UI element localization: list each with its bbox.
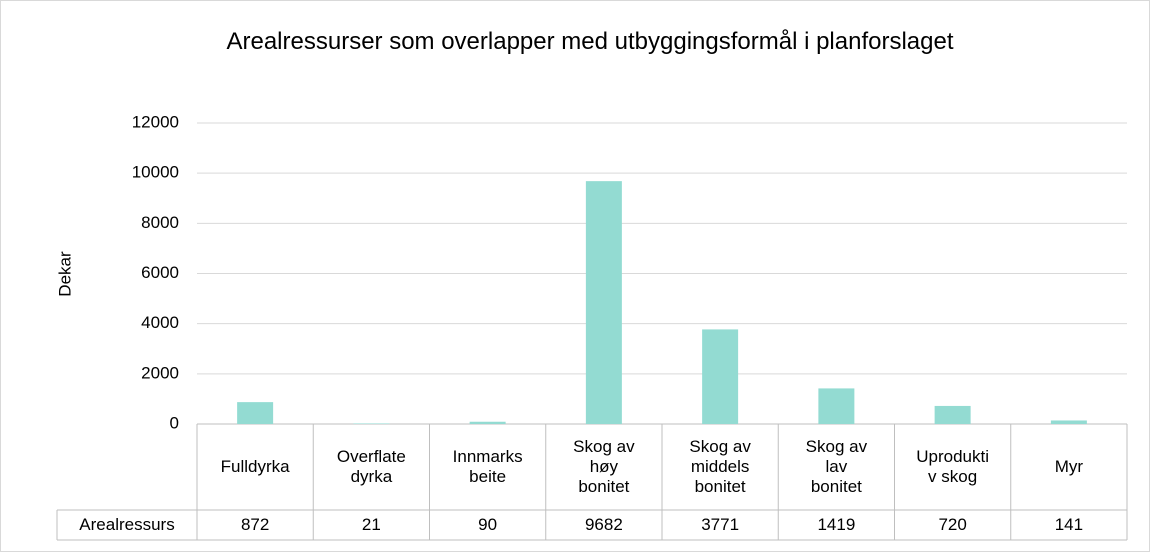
x-tick-label: Myr bbox=[1054, 457, 1084, 476]
y-tick-label: 6000 bbox=[141, 263, 179, 282]
x-tick-label: Skog av lav bonitet bbox=[805, 437, 868, 496]
table-value: 9682 bbox=[584, 515, 623, 534]
y-tick-label: 12000 bbox=[132, 112, 179, 131]
legend-label: Arealressurs bbox=[79, 515, 175, 534]
bar bbox=[469, 421, 506, 424]
table-value: 1419 bbox=[817, 515, 856, 534]
chart-title: Arealressurser som overlapper med utbygg… bbox=[226, 28, 954, 55]
bar bbox=[237, 402, 274, 424]
table-value: 720 bbox=[938, 515, 967, 534]
bar bbox=[702, 329, 739, 424]
x-tick-label: Skog av høy bonitet bbox=[573, 437, 635, 496]
y-tick-label: 10000 bbox=[132, 163, 179, 182]
x-tick-label: Uprodukti v skog bbox=[916, 447, 989, 486]
table-value: 90 bbox=[478, 515, 498, 534]
y-axis-label: Dekar bbox=[55, 251, 74, 297]
y-tick-label: 4000 bbox=[141, 313, 179, 332]
x-tick-label: Overflate dyrka bbox=[336, 447, 406, 486]
bar bbox=[818, 388, 855, 424]
y-tick-label: 0 bbox=[170, 413, 179, 432]
table-value: 3771 bbox=[701, 515, 740, 534]
bar bbox=[934, 405, 971, 424]
y-tick-label: 8000 bbox=[141, 213, 179, 232]
x-tick-label: Skog av middels bonitet bbox=[689, 437, 751, 496]
table-value: 21 bbox=[361, 515, 381, 534]
bar bbox=[353, 423, 390, 424]
y-tick-label: 2000 bbox=[141, 363, 179, 382]
x-tick-label: Fulldyrka bbox=[220, 457, 290, 476]
table-value: 872 bbox=[240, 515, 270, 534]
table-value: 141 bbox=[1054, 515, 1084, 534]
bar bbox=[1050, 420, 1087, 424]
x-tick-label: Innmarks beite bbox=[452, 447, 523, 486]
bar bbox=[585, 181, 622, 424]
